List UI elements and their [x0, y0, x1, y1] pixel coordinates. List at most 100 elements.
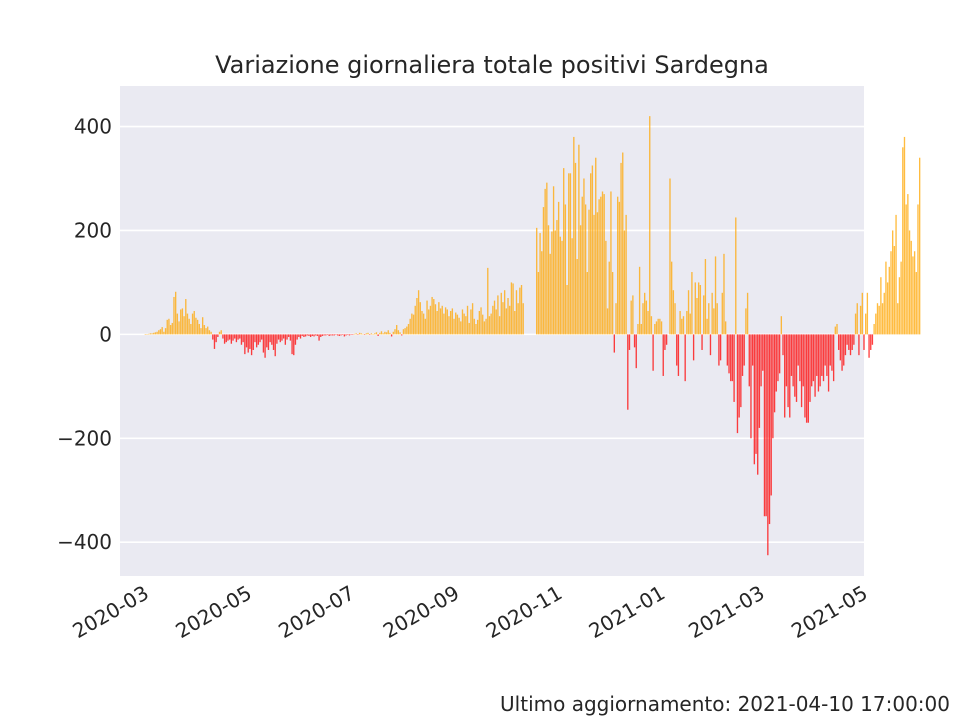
- bar: [372, 334, 374, 335]
- bar: [190, 323, 192, 335]
- bar: [291, 334, 293, 355]
- bar: [775, 334, 777, 392]
- bar: [274, 334, 276, 357]
- bar: [919, 157, 921, 335]
- bar: [446, 309, 448, 335]
- bar: [448, 316, 450, 335]
- bar: [827, 334, 830, 392]
- bar: [186, 313, 189, 335]
- bar: [836, 323, 838, 335]
- bar: [191, 313, 194, 335]
- bar: [230, 334, 233, 344]
- bar: [412, 314, 415, 335]
- bar: [843, 334, 845, 366]
- bar: [875, 313, 877, 335]
- bar: [583, 178, 585, 335]
- bar: [261, 334, 263, 340]
- bar: [215, 334, 217, 343]
- bar: [374, 333, 376, 335]
- bar: [780, 316, 783, 335]
- bar: [770, 334, 772, 496]
- bar: [610, 191, 612, 335]
- bar: [866, 292, 869, 335]
- bar: [227, 334, 229, 341]
- bar: [654, 323, 656, 335]
- bar: [814, 334, 816, 397]
- bar: [438, 302, 440, 335]
- bar: [358, 332, 361, 335]
- bar: [809, 334, 811, 402]
- bar: [861, 292, 863, 335]
- bar: [795, 334, 798, 402]
- bar: [144, 334, 146, 335]
- bar: [893, 246, 896, 335]
- bar: [917, 204, 919, 335]
- bar: [509, 305, 511, 335]
- bar: [730, 334, 732, 382]
- bar: [573, 136, 575, 335]
- bar: [315, 334, 317, 336]
- bar: [721, 292, 723, 335]
- bar: [876, 303, 879, 335]
- bar: [234, 334, 236, 339]
- bar: [441, 305, 443, 335]
- bar: [320, 334, 322, 337]
- bar: [757, 334, 759, 475]
- x-tick-label: 2021-03: [684, 581, 768, 644]
- bar: [375, 332, 378, 335]
- bar: [488, 316, 491, 335]
- bar: [697, 282, 700, 335]
- bar: [640, 323, 642, 335]
- bar: [520, 285, 523, 335]
- bar: [433, 299, 435, 335]
- bar: [812, 334, 815, 382]
- bar: [392, 331, 394, 335]
- bar: [736, 334, 739, 434]
- bar: [723, 253, 725, 335]
- bar: [699, 285, 702, 335]
- bar: [645, 300, 648, 335]
- bar: [689, 313, 691, 335]
- bar: [178, 321, 180, 335]
- bar: [502, 302, 504, 335]
- bar: [557, 201, 560, 335]
- bar: [784, 334, 786, 418]
- bar: [674, 303, 676, 335]
- bar: [588, 209, 590, 335]
- bar: [212, 334, 214, 340]
- bar: [834, 326, 836, 335]
- bar: [706, 318, 708, 335]
- bar: [153, 332, 155, 335]
- bar: [298, 334, 300, 337]
- bar: [848, 334, 850, 350]
- bar: [623, 230, 626, 335]
- bar: [311, 334, 313, 336]
- y-tick-label: 400: [74, 115, 112, 139]
- bar: [897, 303, 899, 335]
- bar: [417, 290, 420, 335]
- bar: [269, 334, 271, 343]
- bar: [743, 334, 745, 366]
- bar: [505, 308, 508, 335]
- bar: [340, 334, 342, 336]
- bar: [819, 334, 821, 387]
- bar: [773, 334, 776, 413]
- bar: [185, 299, 187, 335]
- bar: [465, 316, 467, 335]
- bar: [333, 334, 335, 336]
- bar: [485, 318, 487, 335]
- bar: [838, 334, 840, 350]
- bar: [512, 283, 514, 335]
- bar: [159, 329, 162, 335]
- bar: [611, 272, 614, 335]
- bar: [691, 272, 693, 335]
- bar: [350, 334, 352, 335]
- bar: [451, 308, 454, 335]
- bar: [669, 178, 671, 335]
- bar: [868, 334, 870, 358]
- bar: [404, 328, 406, 335]
- plot-background: [120, 86, 864, 576]
- bar: [149, 333, 152, 335]
- bar: [859, 305, 862, 335]
- bar: [547, 225, 550, 335]
